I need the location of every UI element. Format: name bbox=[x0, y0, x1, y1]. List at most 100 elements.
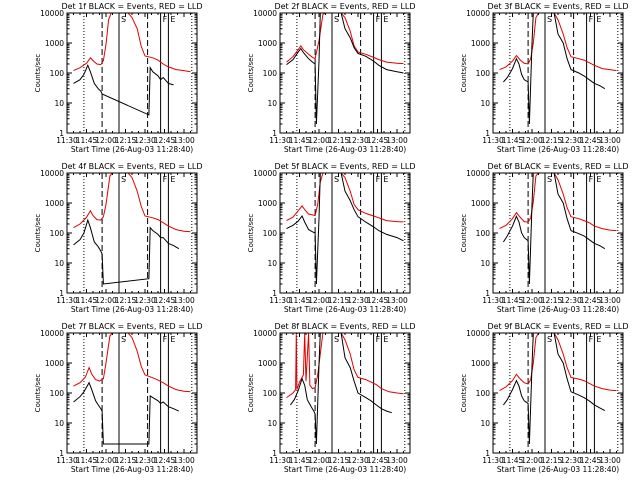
y-tick-label: 100 bbox=[476, 389, 491, 398]
x-tick-label: 12:30 bbox=[560, 296, 582, 305]
y-tick-label: 1 bbox=[485, 449, 490, 458]
y-axis-label: Counts/sec bbox=[460, 54, 468, 93]
y-tick-label: 10000 bbox=[466, 329, 490, 338]
series-lld-line bbox=[286, 173, 404, 223]
x-tick-label: 11:45 bbox=[76, 136, 98, 145]
panel-title: Det 3f BLACK = Events, RED = LLD bbox=[487, 2, 628, 11]
x-tick-label: 12:00 bbox=[521, 456, 543, 465]
plot-frame bbox=[279, 332, 411, 454]
y-tick-label: 10 bbox=[54, 99, 64, 108]
y-tick-label: 10000 bbox=[40, 169, 64, 178]
x-tick-label: 11:45 bbox=[502, 296, 524, 305]
panel-det-7f: Det 7f BLACK = Events, RED = LLD S F E 1 10 10… bbox=[34, 322, 203, 474]
x-tick-label: 12:30 bbox=[560, 136, 582, 145]
marker-label-e: E bbox=[383, 15, 388, 24]
marker-label-e: E bbox=[170, 335, 175, 344]
y-axis-label: Counts/sec bbox=[460, 374, 468, 413]
x-tick-label: 12:45 bbox=[367, 136, 389, 145]
y-tick-label: 100 bbox=[263, 229, 278, 238]
y-tick-label: 1 bbox=[59, 129, 64, 138]
x-tick-label: 12:00 bbox=[95, 456, 117, 465]
series-events-line bbox=[73, 218, 180, 285]
y-tick-label: 100 bbox=[50, 229, 65, 238]
x-axis-label: Start Time (26-Aug-03 11:28:40) bbox=[284, 145, 406, 154]
panel-title: Det 1f BLACK = Events, RED = LLD bbox=[61, 2, 202, 11]
marker-label-s: S bbox=[547, 175, 552, 184]
marker-label-s: S bbox=[121, 15, 126, 24]
x-axis-label: Start Time (26-Aug-03 11:28:40) bbox=[71, 465, 193, 474]
series-events-line bbox=[502, 173, 606, 285]
x-tick-label: 13:00 bbox=[386, 296, 408, 305]
y-tick-label: 1000 bbox=[258, 39, 277, 48]
marker-label-f: F bbox=[589, 175, 594, 184]
marker-label-e: E bbox=[383, 335, 388, 344]
y-tick-label: 10 bbox=[480, 99, 490, 108]
x-tick-label: 12:30 bbox=[134, 296, 156, 305]
x-axis-label: Start Time (26-Aug-03 11:28:40) bbox=[497, 305, 619, 314]
x-tick-label: 12:45 bbox=[154, 136, 176, 145]
x-tick-label: 12:30 bbox=[560, 456, 582, 465]
x-tick-label: 12:15 bbox=[115, 456, 137, 465]
y-tick-label: 100 bbox=[50, 389, 65, 398]
panel-det-9f: Det 9f BLACK = Events, RED = LLD S F E 1 10 10… bbox=[460, 322, 629, 474]
panel-title: Det 7f BLACK = Events, RED = LLD bbox=[61, 322, 202, 331]
x-tick-label: 13:00 bbox=[173, 296, 195, 305]
y-tick-label: 1000 bbox=[471, 359, 490, 368]
y-tick-label: 1000 bbox=[45, 199, 64, 208]
x-tick-label: 11:30 bbox=[56, 296, 78, 305]
panel-det-5f: Det 5f BLACK = Events, RED = LLD S F E 1 10 10… bbox=[247, 162, 416, 314]
y-tick-label: 1000 bbox=[45, 39, 64, 48]
series-events-line bbox=[286, 173, 404, 285]
x-tick-label: 12:00 bbox=[308, 456, 330, 465]
y-tick-label: 1000 bbox=[258, 359, 277, 368]
series-lld-line bbox=[73, 13, 191, 73]
marker-label-e: E bbox=[596, 175, 601, 184]
x-tick-label: 11:45 bbox=[76, 456, 98, 465]
x-tick-label: 11:30 bbox=[269, 296, 291, 305]
marker-label-f: F bbox=[376, 175, 381, 184]
y-tick-label: 10 bbox=[267, 259, 277, 268]
x-tick-label: 11:30 bbox=[269, 136, 291, 145]
y-axis-label: Counts/sec bbox=[247, 214, 255, 253]
marker-label-f: F bbox=[376, 335, 381, 344]
panel-title: Det 5f BLACK = Events, RED = LLD bbox=[274, 162, 415, 171]
marker-label-f: F bbox=[589, 335, 594, 344]
series-lld-line bbox=[73, 173, 191, 233]
x-axis-label: Start Time (26-Aug-03 11:28:40) bbox=[497, 465, 619, 474]
y-axis-label: Counts/sec bbox=[34, 54, 42, 93]
x-tick-label: 12:45 bbox=[367, 296, 389, 305]
y-tick-label: 1000 bbox=[45, 359, 64, 368]
x-tick-label: 12:30 bbox=[347, 456, 369, 465]
series-events-line bbox=[503, 13, 606, 125]
y-tick-label: 10000 bbox=[253, 9, 277, 18]
x-tick-label: 12:15 bbox=[541, 456, 563, 465]
series-lld-line bbox=[286, 13, 404, 65]
y-tick-label: 10000 bbox=[40, 329, 64, 338]
series-events-line bbox=[502, 333, 606, 445]
plot-frame bbox=[492, 172, 624, 294]
y-axis-label: Counts/sec bbox=[34, 214, 42, 253]
marker-label-e: E bbox=[596, 335, 601, 344]
x-tick-label: 12:30 bbox=[134, 456, 156, 465]
panel-title: Det 9f BLACK = Events, RED = LLD bbox=[487, 322, 628, 331]
x-tick-label: 12:30 bbox=[134, 136, 156, 145]
x-tick-label: 13:00 bbox=[599, 136, 621, 145]
marker-label-s: S bbox=[334, 15, 339, 24]
x-tick-label: 11:45 bbox=[289, 296, 311, 305]
x-tick-label: 12:45 bbox=[154, 456, 176, 465]
y-tick-label: 10 bbox=[480, 259, 490, 268]
y-axis-label: Counts/sec bbox=[460, 214, 468, 253]
plot-frame bbox=[492, 12, 624, 134]
x-axis-label: Start Time (26-Aug-03 11:28:40) bbox=[71, 145, 193, 154]
y-axis-label: Counts/sec bbox=[34, 374, 42, 413]
x-tick-label: 12:15 bbox=[328, 296, 350, 305]
panel-det-2f: Det 2f BLACK = Events, RED = LLD S F E 1 10 10… bbox=[247, 2, 416, 154]
x-tick-label: 12:00 bbox=[521, 296, 543, 305]
x-tick-label: 12:30 bbox=[347, 136, 369, 145]
y-tick-label: 1000 bbox=[471, 199, 490, 208]
y-tick-label: 100 bbox=[476, 69, 491, 78]
x-tick-label: 11:45 bbox=[502, 136, 524, 145]
x-axis-label: Start Time (26-Aug-03 11:28:40) bbox=[284, 305, 406, 314]
series-events-line bbox=[73, 381, 180, 445]
